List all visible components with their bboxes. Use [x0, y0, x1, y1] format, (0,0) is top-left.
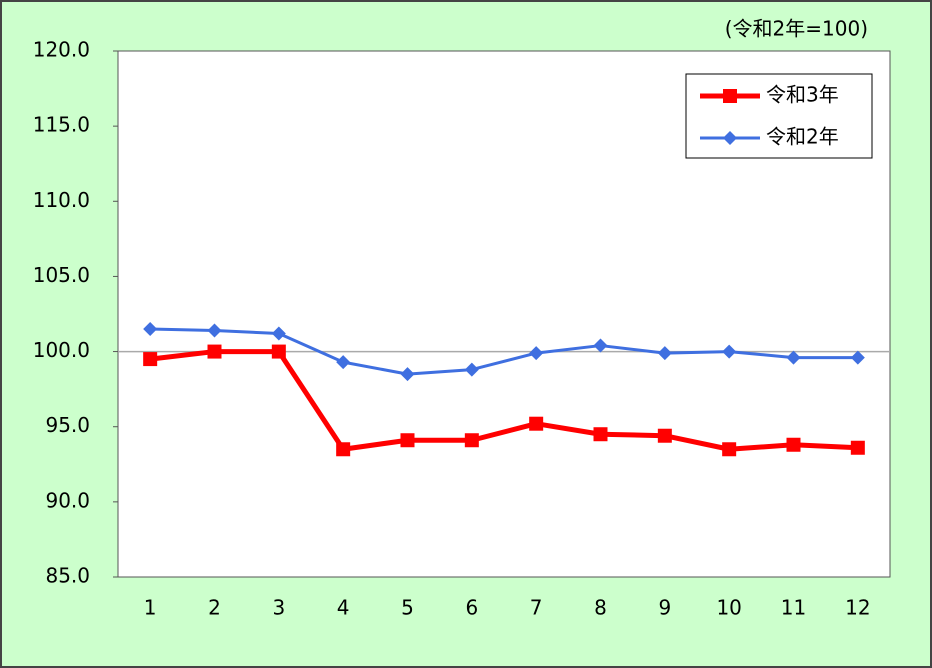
marker [271, 326, 286, 341]
marker [529, 416, 544, 431]
marker [723, 89, 737, 103]
marker [143, 352, 158, 367]
x-tick-label: 10 [716, 596, 741, 620]
unit-note: (令和2年=100) [725, 17, 868, 41]
y-tick-label: 85.0 [45, 564, 90, 588]
series-line [149, 349, 858, 452]
x-tick-label: 6 [465, 596, 478, 620]
marker [336, 442, 351, 457]
y-tick-label: 110.0 [33, 188, 90, 212]
marker [850, 440, 865, 455]
marker [400, 433, 415, 448]
marker [143, 322, 158, 337]
x-tick-label: 7 [530, 596, 543, 620]
x-tick-label: 5 [401, 596, 414, 620]
marker [464, 362, 479, 377]
y-tick-label: 115.0 [33, 113, 90, 137]
y-tick-label: 90.0 [45, 488, 90, 512]
marker [786, 350, 801, 365]
x-tick-label: 12 [845, 596, 870, 620]
marker [657, 428, 672, 443]
x-tick-label: 8 [594, 596, 607, 620]
marker [850, 350, 865, 365]
marker [271, 344, 286, 359]
x-tick-label: 4 [337, 596, 350, 620]
marker [593, 338, 608, 353]
y-tick-label: 95.0 [45, 413, 90, 437]
marker [657, 346, 672, 361]
marker [207, 323, 222, 338]
marker [529, 346, 544, 361]
marker [464, 433, 479, 448]
x-tick-label: 9 [658, 596, 671, 620]
marker [722, 344, 737, 359]
marker [722, 442, 737, 457]
y-tick-label: 120.0 [33, 38, 90, 62]
x-tick-label: 3 [272, 596, 285, 620]
x-tick-label: 1 [144, 596, 157, 620]
marker [786, 437, 801, 452]
marker [207, 344, 222, 359]
legend-box [685, 73, 873, 159]
x-tick-label: 2 [208, 596, 221, 620]
series-line [150, 327, 858, 376]
marker [336, 355, 351, 370]
y-tick-label: 105.0 [33, 263, 90, 287]
marker [723, 131, 737, 145]
marker [593, 427, 608, 442]
x-tick-label: 11 [781, 596, 806, 620]
legend-label: 令和3年 [766, 83, 839, 107]
y-tick-label: 100.0 [33, 338, 90, 362]
legend-label: 令和2年 [766, 125, 839, 149]
marker [400, 367, 415, 382]
